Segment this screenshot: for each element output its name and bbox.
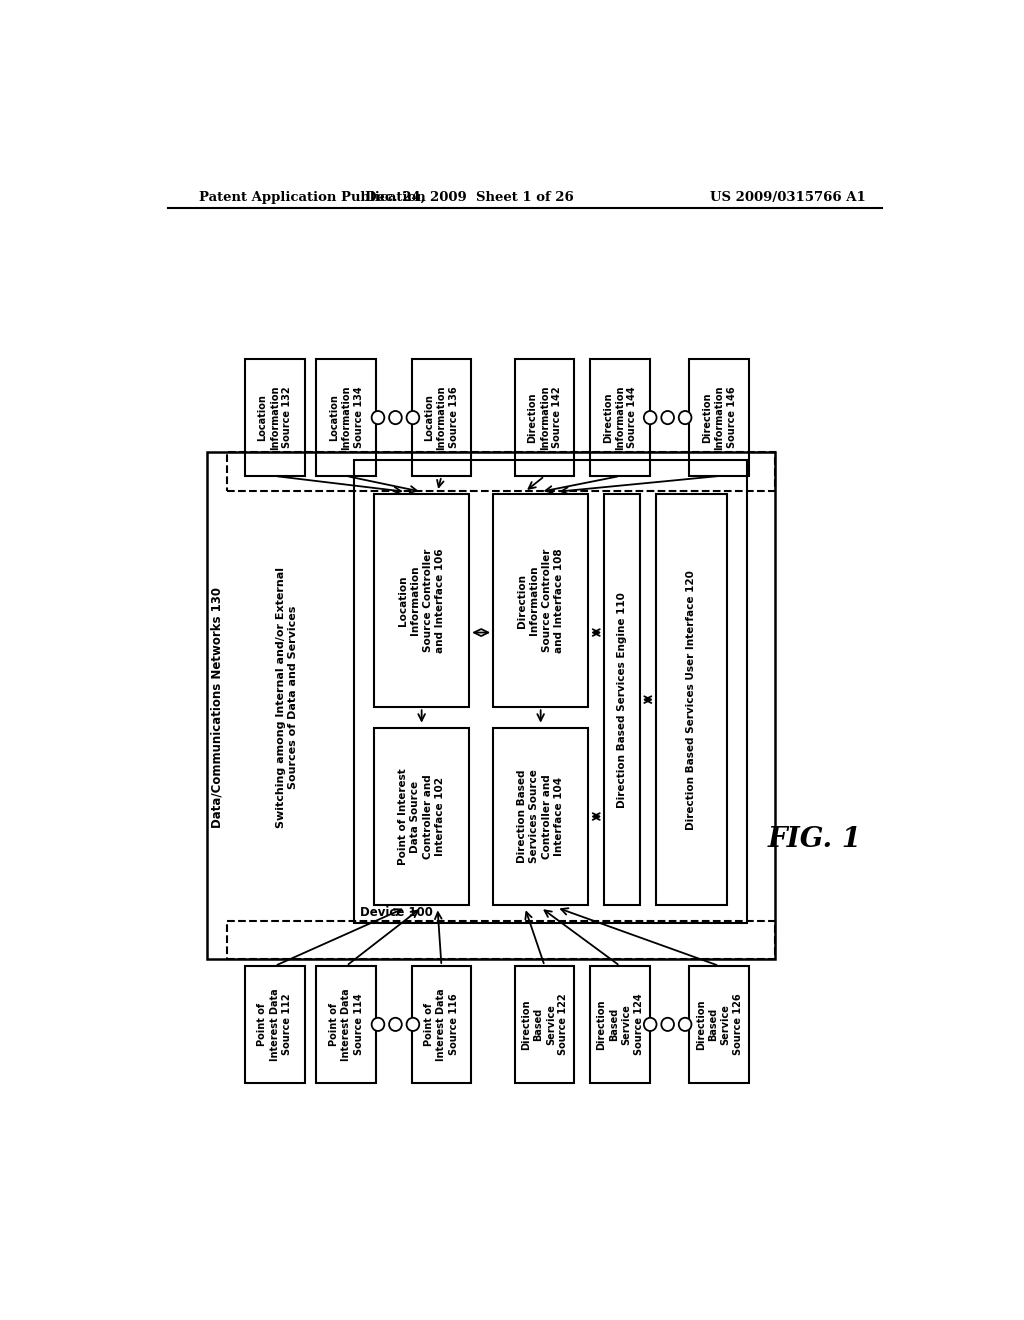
Text: Point of
Interest Data
Source 114: Point of Interest Data Source 114 [329, 989, 364, 1061]
Text: Direction Based Services User Interface 120: Direction Based Services User Interface … [686, 570, 696, 829]
Text: Direction Based Services Engine 110: Direction Based Services Engine 110 [617, 591, 627, 808]
Text: Direction
Information
Source 142: Direction Information Source 142 [527, 385, 562, 450]
Bar [515, 966, 574, 1082]
Bar [207, 453, 775, 960]
Text: Direction
Based
Service
Source 126: Direction Based Service Source 126 [695, 994, 742, 1055]
Bar [494, 727, 589, 906]
Bar [374, 494, 469, 708]
Text: Data/Communications Networks 130: Data/Communications Networks 130 [210, 587, 223, 828]
Ellipse shape [679, 1018, 691, 1031]
Ellipse shape [679, 411, 691, 424]
Text: Point of
Interest Data
Source 112: Point of Interest Data Source 112 [257, 989, 292, 1061]
Bar [689, 966, 749, 1082]
Bar [655, 494, 727, 906]
Ellipse shape [372, 411, 384, 424]
Text: FIG. 1: FIG. 1 [767, 826, 861, 853]
Bar [515, 359, 574, 477]
Text: Patent Application Publication: Patent Application Publication [200, 190, 426, 203]
Ellipse shape [662, 1018, 674, 1031]
Bar [412, 966, 471, 1082]
Bar [412, 359, 471, 477]
Text: Dec. 24, 2009  Sheet 1 of 26: Dec. 24, 2009 Sheet 1 of 26 [365, 190, 573, 203]
Ellipse shape [644, 1018, 656, 1031]
Text: Direction
Information
Source 144: Direction Information Source 144 [603, 385, 637, 450]
Text: Point of
Interest Data
Source 116: Point of Interest Data Source 116 [424, 989, 459, 1061]
Text: Direction
Based
Service
Source 124: Direction Based Service Source 124 [596, 994, 644, 1055]
Text: Direction Based
Services Source
Controller and
Interface 104: Direction Based Services Source Controll… [517, 770, 564, 863]
Ellipse shape [407, 411, 419, 424]
Text: Location
Information
Source Controller
and Interface 106: Location Information Source Controller a… [398, 548, 445, 653]
Ellipse shape [662, 411, 674, 424]
Text: Location
Information
Source 134: Location Information Source 134 [329, 385, 364, 450]
Bar [227, 921, 775, 960]
Bar [354, 461, 748, 923]
Bar [316, 359, 376, 477]
Ellipse shape [644, 411, 656, 424]
Text: Point of Interest
Data Source
Controller and
Interface 102: Point of Interest Data Source Controller… [398, 768, 445, 865]
Ellipse shape [389, 1018, 401, 1031]
Text: Direction
Information
Source Controller
and Interface 108: Direction Information Source Controller … [517, 548, 564, 653]
Text: Location
Information
Source 136: Location Information Source 136 [424, 385, 459, 450]
Text: US 2009/0315766 A1: US 2009/0315766 A1 [711, 190, 866, 203]
Text: Location
Information
Source 132: Location Information Source 132 [257, 385, 292, 450]
Bar [227, 453, 775, 491]
Text: Direction
Based
Service
Source 122: Direction Based Service Source 122 [521, 994, 568, 1055]
Bar [245, 359, 304, 477]
Bar [689, 359, 749, 477]
Bar [494, 494, 589, 708]
Bar [590, 966, 650, 1082]
Bar [245, 966, 304, 1082]
Text: Switching among Internal and/or External
Sources of Data and Services: Switching among Internal and/or External… [275, 566, 298, 828]
Text: Device 100: Device 100 [359, 906, 432, 919]
Bar [590, 359, 650, 477]
Bar [374, 727, 469, 906]
Bar [316, 966, 376, 1082]
Ellipse shape [407, 1018, 419, 1031]
Ellipse shape [372, 1018, 384, 1031]
Ellipse shape [389, 411, 401, 424]
Text: Direction
Information
Source 146: Direction Information Source 146 [701, 385, 736, 450]
Bar [604, 494, 640, 906]
